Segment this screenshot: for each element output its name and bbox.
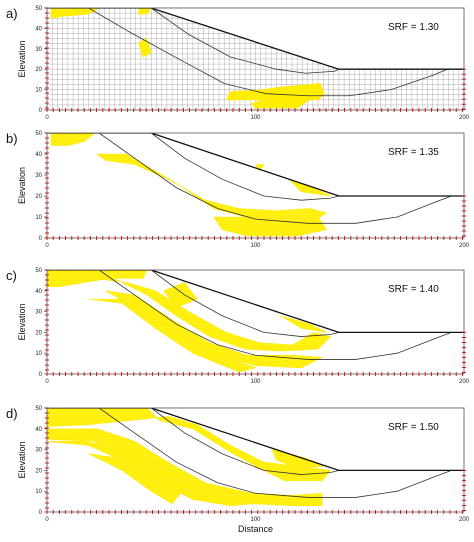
inner-slip-curve [151, 133, 339, 201]
plastic-zone [50, 8, 100, 19]
x-tick-label: 200 [459, 115, 470, 121]
plot-frame [46, 7, 465, 111]
slope-surface [47, 133, 464, 197]
plastic-zone [225, 83, 325, 101]
y-axis-label: Elevation [17, 167, 27, 204]
outer-slip-curve [88, 8, 448, 97]
panel-label: b) [6, 131, 18, 146]
boundary-restraints [45, 132, 466, 240]
srf-annotation: SRF = 1.50 [388, 422, 439, 433]
boundary-restraints [45, 407, 466, 514]
y-tick-label: 50 [35, 268, 42, 274]
y-tick-label: 20 [35, 330, 42, 336]
x-tick-label: 100 [250, 517, 261, 523]
plastic-zone [47, 408, 332, 482]
srf-annotation: SRF = 1.40 [388, 284, 439, 295]
panel-3: 0 10 20 30 40 50 0 100 200 c) SRF = 1.40 Elevation [6, 268, 470, 385]
plot-frame [46, 132, 465, 239]
x-tick-label: 100 [250, 379, 261, 385]
slope-surface [47, 270, 464, 334]
y-tick-label: 30 [35, 47, 42, 53]
outer-slip-curve [98, 270, 452, 360]
plastic-zone [88, 298, 257, 373]
plastic-zone [288, 178, 331, 197]
plastic-zone-texture [47, 133, 464, 236]
y-tick-label: 30 [35, 448, 42, 454]
y-tick-label: 50 [35, 131, 42, 137]
plastic-zone [163, 282, 198, 308]
y-tick-label: 40 [35, 289, 42, 295]
y-tick-label: 20 [35, 67, 42, 73]
y-tick-label: 20 [35, 194, 42, 200]
plastic-zone [213, 216, 327, 237]
panel-label: c) [6, 268, 17, 283]
y-tick-label: 0 [39, 108, 43, 114]
y-tick-label: 40 [35, 152, 42, 158]
plastic-zone [280, 315, 327, 333]
y-tick-label: 50 [35, 406, 42, 412]
plastic-zone [271, 449, 327, 469]
plastic-zone [47, 440, 257, 507]
y-tick-label: 10 [35, 489, 42, 495]
plot-area [47, 408, 464, 511]
x-tick-label: 0 [45, 115, 49, 121]
boundary-restraints [45, 269, 466, 376]
x-axis-label: Distance [238, 524, 273, 534]
plot-frame [46, 269, 465, 375]
x-tick-label: 100 [250, 115, 261, 121]
y-tick-label: 0 [39, 236, 43, 242]
plastic-zone [138, 38, 152, 58]
y-axis-label: Elevation [17, 303, 27, 340]
y-tick-label: 20 [35, 468, 42, 474]
panel-1: 0 10 20 30 40 50 0 100 200 a) SRF = 1.30 Elevation [6, 6, 470, 121]
plastic-zone [138, 8, 152, 15]
plot-frame [46, 407, 465, 513]
x-tick-label: 0 [45, 379, 49, 385]
plastic-zone [254, 164, 265, 172]
outer-slip-curve [98, 133, 452, 224]
y-axis-label: Elevation [17, 441, 27, 478]
y-tick-label: 10 [35, 88, 42, 94]
slope-surface [47, 8, 464, 70]
panel-label: d) [6, 406, 18, 421]
inner-slip-curve [151, 270, 339, 337]
boundary-restraints [45, 7, 466, 112]
x-tick-label: 0 [45, 517, 49, 523]
inner-slip-curve [151, 8, 340, 74]
srf-annotation: SRF = 1.30 [388, 22, 439, 33]
x-tick-label: 0 [45, 243, 49, 249]
srf-annotation: SRF = 1.35 [388, 147, 439, 158]
slope-surface [47, 408, 464, 472]
x-tick-label: 200 [459, 379, 470, 385]
plot-area [47, 133, 464, 237]
y-tick-label: 30 [35, 310, 42, 316]
y-tick-label: 0 [39, 372, 43, 378]
y-tick-label: 0 [39, 510, 43, 516]
y-tick-label: 40 [35, 427, 42, 433]
inner-slip-curve [151, 408, 339, 475]
panel-4: 0 10 20 30 40 50 0 100 200 d) SRF = 1.50 Elevation [6, 406, 470, 523]
panel-label: a) [6, 6, 18, 21]
y-tick-label: 30 [35, 173, 42, 179]
y-tick-label: 10 [35, 215, 42, 221]
x-tick-label: 200 [459, 517, 470, 523]
panel-2: 0 10 20 30 40 50 0 100 200 b) SRF = 1.35 Elevation [6, 131, 470, 249]
plastic-zone [50, 133, 96, 146]
x-tick-label: 200 [459, 243, 470, 249]
y-tick-label: 40 [35, 26, 42, 32]
y-tick-label: 10 [35, 351, 42, 357]
y-tick-label: 50 [35, 6, 42, 12]
plastic-zone [88, 453, 181, 505]
x-tick-label: 100 [250, 243, 261, 249]
y-axis-label: Elevation [17, 40, 27, 77]
outer-slip-curve [98, 408, 452, 498]
plastic-zone [250, 99, 311, 109]
